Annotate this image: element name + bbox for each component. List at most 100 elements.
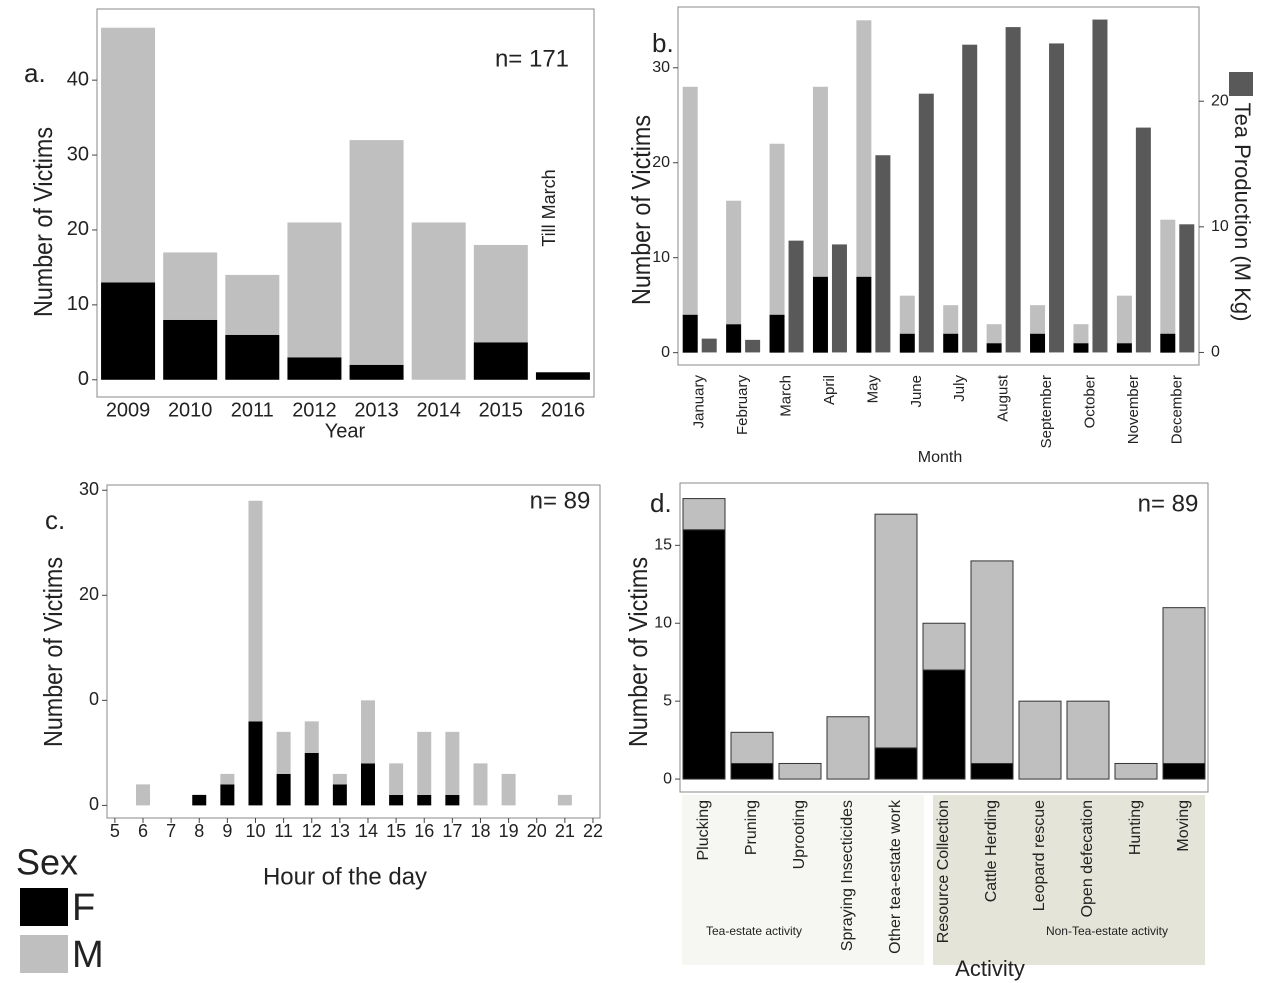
bar-segment xyxy=(163,252,218,320)
bar-segment xyxy=(943,305,959,334)
bar-segment xyxy=(1160,333,1176,353)
tea-bar xyxy=(788,240,804,353)
legend-swatch xyxy=(20,888,68,926)
x-tick-label: 2010 xyxy=(168,399,213,421)
bar-segment xyxy=(1030,305,1046,334)
bar-segment xyxy=(970,560,1014,764)
plot-frame xyxy=(106,484,601,819)
x-tick-label: Plucking xyxy=(695,800,712,860)
bar-segment xyxy=(473,342,528,380)
y-tick-label: 0 xyxy=(89,794,99,814)
bar-segment xyxy=(389,794,404,806)
bar-segment xyxy=(943,333,959,353)
x-tick-label: September xyxy=(1038,375,1055,448)
bar-segment xyxy=(682,86,698,315)
bar-segment xyxy=(922,622,966,671)
x-tick-label: March xyxy=(778,375,795,417)
x-tick-label: 12 xyxy=(302,821,322,841)
x-tick-label: 2016 xyxy=(541,399,586,421)
bar-segment xyxy=(411,222,466,380)
panel-label: b. xyxy=(652,28,674,58)
plot-frame xyxy=(679,482,1209,793)
x-tick-label: July xyxy=(951,375,968,402)
x-tick-label: February xyxy=(734,375,751,436)
bar-segment xyxy=(287,222,342,358)
bar-segment xyxy=(192,794,207,806)
bar-segment xyxy=(970,762,1014,780)
bar-segment xyxy=(1116,295,1132,344)
bar-segment xyxy=(730,731,774,764)
tea-bar xyxy=(875,155,891,353)
bar-segment xyxy=(101,282,156,380)
group-background xyxy=(682,795,924,965)
x-tick-label: Other tea-estate work xyxy=(887,799,904,954)
x-tick-label: 2015 xyxy=(479,399,524,421)
bar-segment xyxy=(682,314,698,353)
x-tick-label: 17 xyxy=(442,821,462,841)
x-tick-label: Spraying Insecticides xyxy=(839,800,856,951)
y-tick-label: 30 xyxy=(652,59,670,76)
panel-label: c. xyxy=(45,505,65,535)
group-label: Non-Tea-estate activity xyxy=(1046,924,1168,938)
bar-segment xyxy=(473,244,528,343)
x-tick-label: December xyxy=(1168,375,1185,444)
y-tick-label: 30 xyxy=(67,143,89,165)
y-tick-label: 15 xyxy=(654,537,672,554)
x-tick-label: 21 xyxy=(555,821,575,841)
x-tick-label: August xyxy=(995,374,1012,422)
x-tick-label: November xyxy=(1125,375,1142,444)
x-tick-label: Uprooting xyxy=(791,800,808,869)
x-tick-label: Open defecation xyxy=(1079,800,1096,917)
x-tick-label: 11 xyxy=(274,821,293,841)
y-tick-label: 10 xyxy=(67,293,89,315)
bar-segment xyxy=(874,513,918,749)
bar-segment xyxy=(135,784,150,806)
tea-bar xyxy=(701,338,717,353)
bar-segment xyxy=(332,773,347,785)
x-tick-label: 2009 xyxy=(106,399,151,421)
x-tick-label: 13 xyxy=(330,821,350,841)
annotation: n= 89 xyxy=(1138,490,1199,517)
bar-segment xyxy=(349,364,404,380)
tea-bar xyxy=(1005,27,1021,353)
x-tick-label: 2013 xyxy=(354,399,399,421)
x-tick-label: May xyxy=(864,375,881,404)
x-tick-label: April xyxy=(821,375,838,405)
x-tick-label: 7 xyxy=(166,821,176,841)
y-tick-label: 5 xyxy=(663,692,672,709)
x-tick-label: Pruning xyxy=(743,800,760,855)
y-tick-label: 0 xyxy=(78,368,89,390)
bar-segment xyxy=(417,731,432,795)
x-tick-label: 5 xyxy=(110,821,120,841)
bar-segment xyxy=(1116,343,1132,353)
bar-segment xyxy=(856,276,872,353)
tea-bar xyxy=(918,93,934,353)
bar-segment xyxy=(1073,324,1089,344)
bar-segment xyxy=(304,721,319,753)
bar-segment xyxy=(1114,762,1158,780)
x-tick-label: 2011 xyxy=(231,399,274,421)
bar-segment xyxy=(812,276,828,353)
bar-segment xyxy=(812,86,828,277)
x-tick-label: 19 xyxy=(499,821,519,841)
bar-segment xyxy=(778,762,822,780)
bar-segment xyxy=(276,773,291,806)
x-tick-label: 22 xyxy=(583,821,603,841)
bar-segment xyxy=(1160,219,1176,334)
bar-segment xyxy=(899,295,915,334)
x-tick-label: 2012 xyxy=(292,399,337,421)
y-axis-title: Number of Victims xyxy=(623,557,653,747)
bar-segment xyxy=(220,784,235,806)
bar-segment xyxy=(1162,607,1206,764)
y-tick-label: 40 xyxy=(67,68,89,90)
bar-segment xyxy=(1073,343,1089,353)
y2-tick-label: 20 xyxy=(1211,92,1229,109)
bar-segment xyxy=(557,794,572,806)
x-axis-title: Activity xyxy=(955,956,1025,981)
legend-label: Tea Production (M Kg) xyxy=(1230,103,1255,322)
bar-segment xyxy=(248,721,263,806)
y-tick-label: 0 xyxy=(661,344,670,361)
bar-segment xyxy=(899,333,915,353)
x-tick-label: Leopard rescue xyxy=(1031,800,1048,911)
